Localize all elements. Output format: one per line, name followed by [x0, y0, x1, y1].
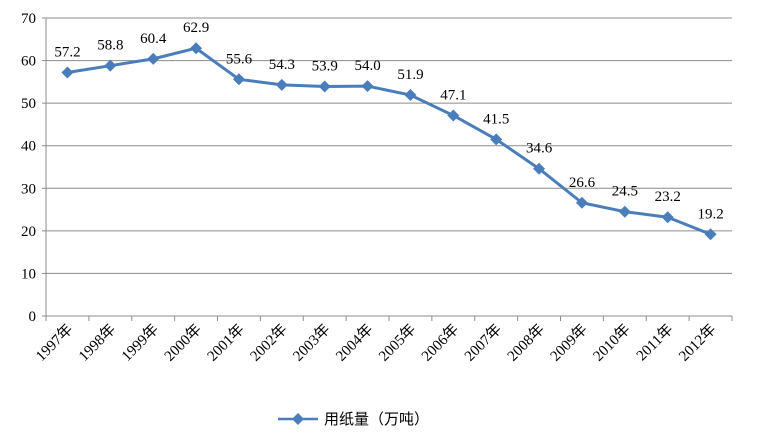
- data-point-marker: [104, 59, 117, 72]
- series-line: [67, 46, 712, 236]
- y-tick-label: 50: [21, 96, 36, 112]
- data-labels: 57.2 58.8 60.4 62.9 55.6 54.3 53.9 54.0 51.9 47.1…: [54, 20, 723, 222]
- x-tick-label: 1998年: [75, 321, 119, 365]
- data-point-marker: [318, 80, 331, 93]
- data-label: 62.9: [183, 20, 209, 36]
- legend-label: 用纸量（万吨）: [324, 410, 429, 428]
- data-label: 24.5: [612, 184, 638, 200]
- data-point-marker: [361, 80, 374, 93]
- data-point-marker: [490, 133, 503, 146]
- x-axis-ticks: 1997年 1998年 1999年 2000年 2001年 2002年 2003年 2004年…: [32, 316, 733, 365]
- y-axis-ticks: 0 10 20 30 40 50 60 70: [21, 11, 46, 325]
- y-tick-label: 20: [21, 224, 36, 240]
- y-tick-label: 0: [29, 309, 37, 325]
- x-tick-label: 1997年: [32, 321, 76, 365]
- x-tick-label: 2006年: [418, 321, 462, 365]
- x-tick-label: 2011年: [633, 321, 676, 364]
- data-point-marker: [661, 211, 674, 224]
- data-point-marker: [575, 196, 588, 209]
- data-label: 47.1: [440, 87, 466, 103]
- x-tick-label: 2004年: [333, 321, 377, 365]
- x-tick-label: 2008年: [504, 321, 548, 365]
- y-tick-label: 60: [21, 54, 36, 70]
- data-label: 60.4: [140, 31, 167, 47]
- data-point-marker: [190, 42, 203, 55]
- y-tick-label: 30: [21, 181, 36, 197]
- data-label: 26.6: [569, 175, 596, 191]
- data-label: 58.8: [97, 38, 123, 54]
- data-label: 54.3: [269, 57, 295, 73]
- data-label: 41.5: [483, 111, 509, 127]
- data-label: 34.6: [526, 141, 553, 157]
- data-label: 19.2: [697, 206, 723, 222]
- gridlines: [46, 17, 732, 274]
- data-point-marker: [61, 66, 74, 79]
- data-point-marker: [618, 205, 631, 218]
- data-label: 55.6: [226, 51, 253, 67]
- axes: [45, 18, 732, 317]
- data-point-marker: [404, 89, 417, 102]
- x-tick-label: 2010年: [590, 321, 634, 365]
- x-tick-label: 2001年: [204, 321, 248, 365]
- data-label: 51.9: [397, 67, 423, 83]
- x-tick-label: 2009年: [547, 321, 591, 365]
- data-label: 53.9: [312, 59, 338, 75]
- data-point-marker: [533, 162, 546, 175]
- data-label: 23.2: [655, 189, 681, 205]
- x-tick-label: 2007年: [461, 321, 505, 365]
- x-tick-label: 2003年: [290, 321, 334, 365]
- y-tick-label: 40: [21, 139, 36, 155]
- x-tick-label: 2012年: [676, 321, 720, 365]
- y-tick-label: 10: [21, 266, 36, 282]
- x-tick-label: 2005年: [375, 321, 419, 365]
- data-point-marker: [147, 52, 160, 65]
- data-point-marker: [447, 109, 460, 122]
- data-point-marker: [232, 73, 245, 86]
- series-group: [61, 42, 717, 241]
- x-tick-label: 2000年: [161, 321, 205, 365]
- data-label: 57.2: [54, 44, 80, 60]
- legend: 用纸量（万吨）: [278, 410, 429, 428]
- y-tick-label: 70: [21, 11, 36, 27]
- data-label: 54.0: [354, 58, 380, 74]
- x-tick-label: 2002年: [247, 321, 291, 365]
- data-point-marker: [704, 228, 717, 241]
- data-point-marker: [275, 78, 288, 91]
- x-tick-label: 1999年: [118, 321, 162, 365]
- legend-marker: [292, 413, 304, 425]
